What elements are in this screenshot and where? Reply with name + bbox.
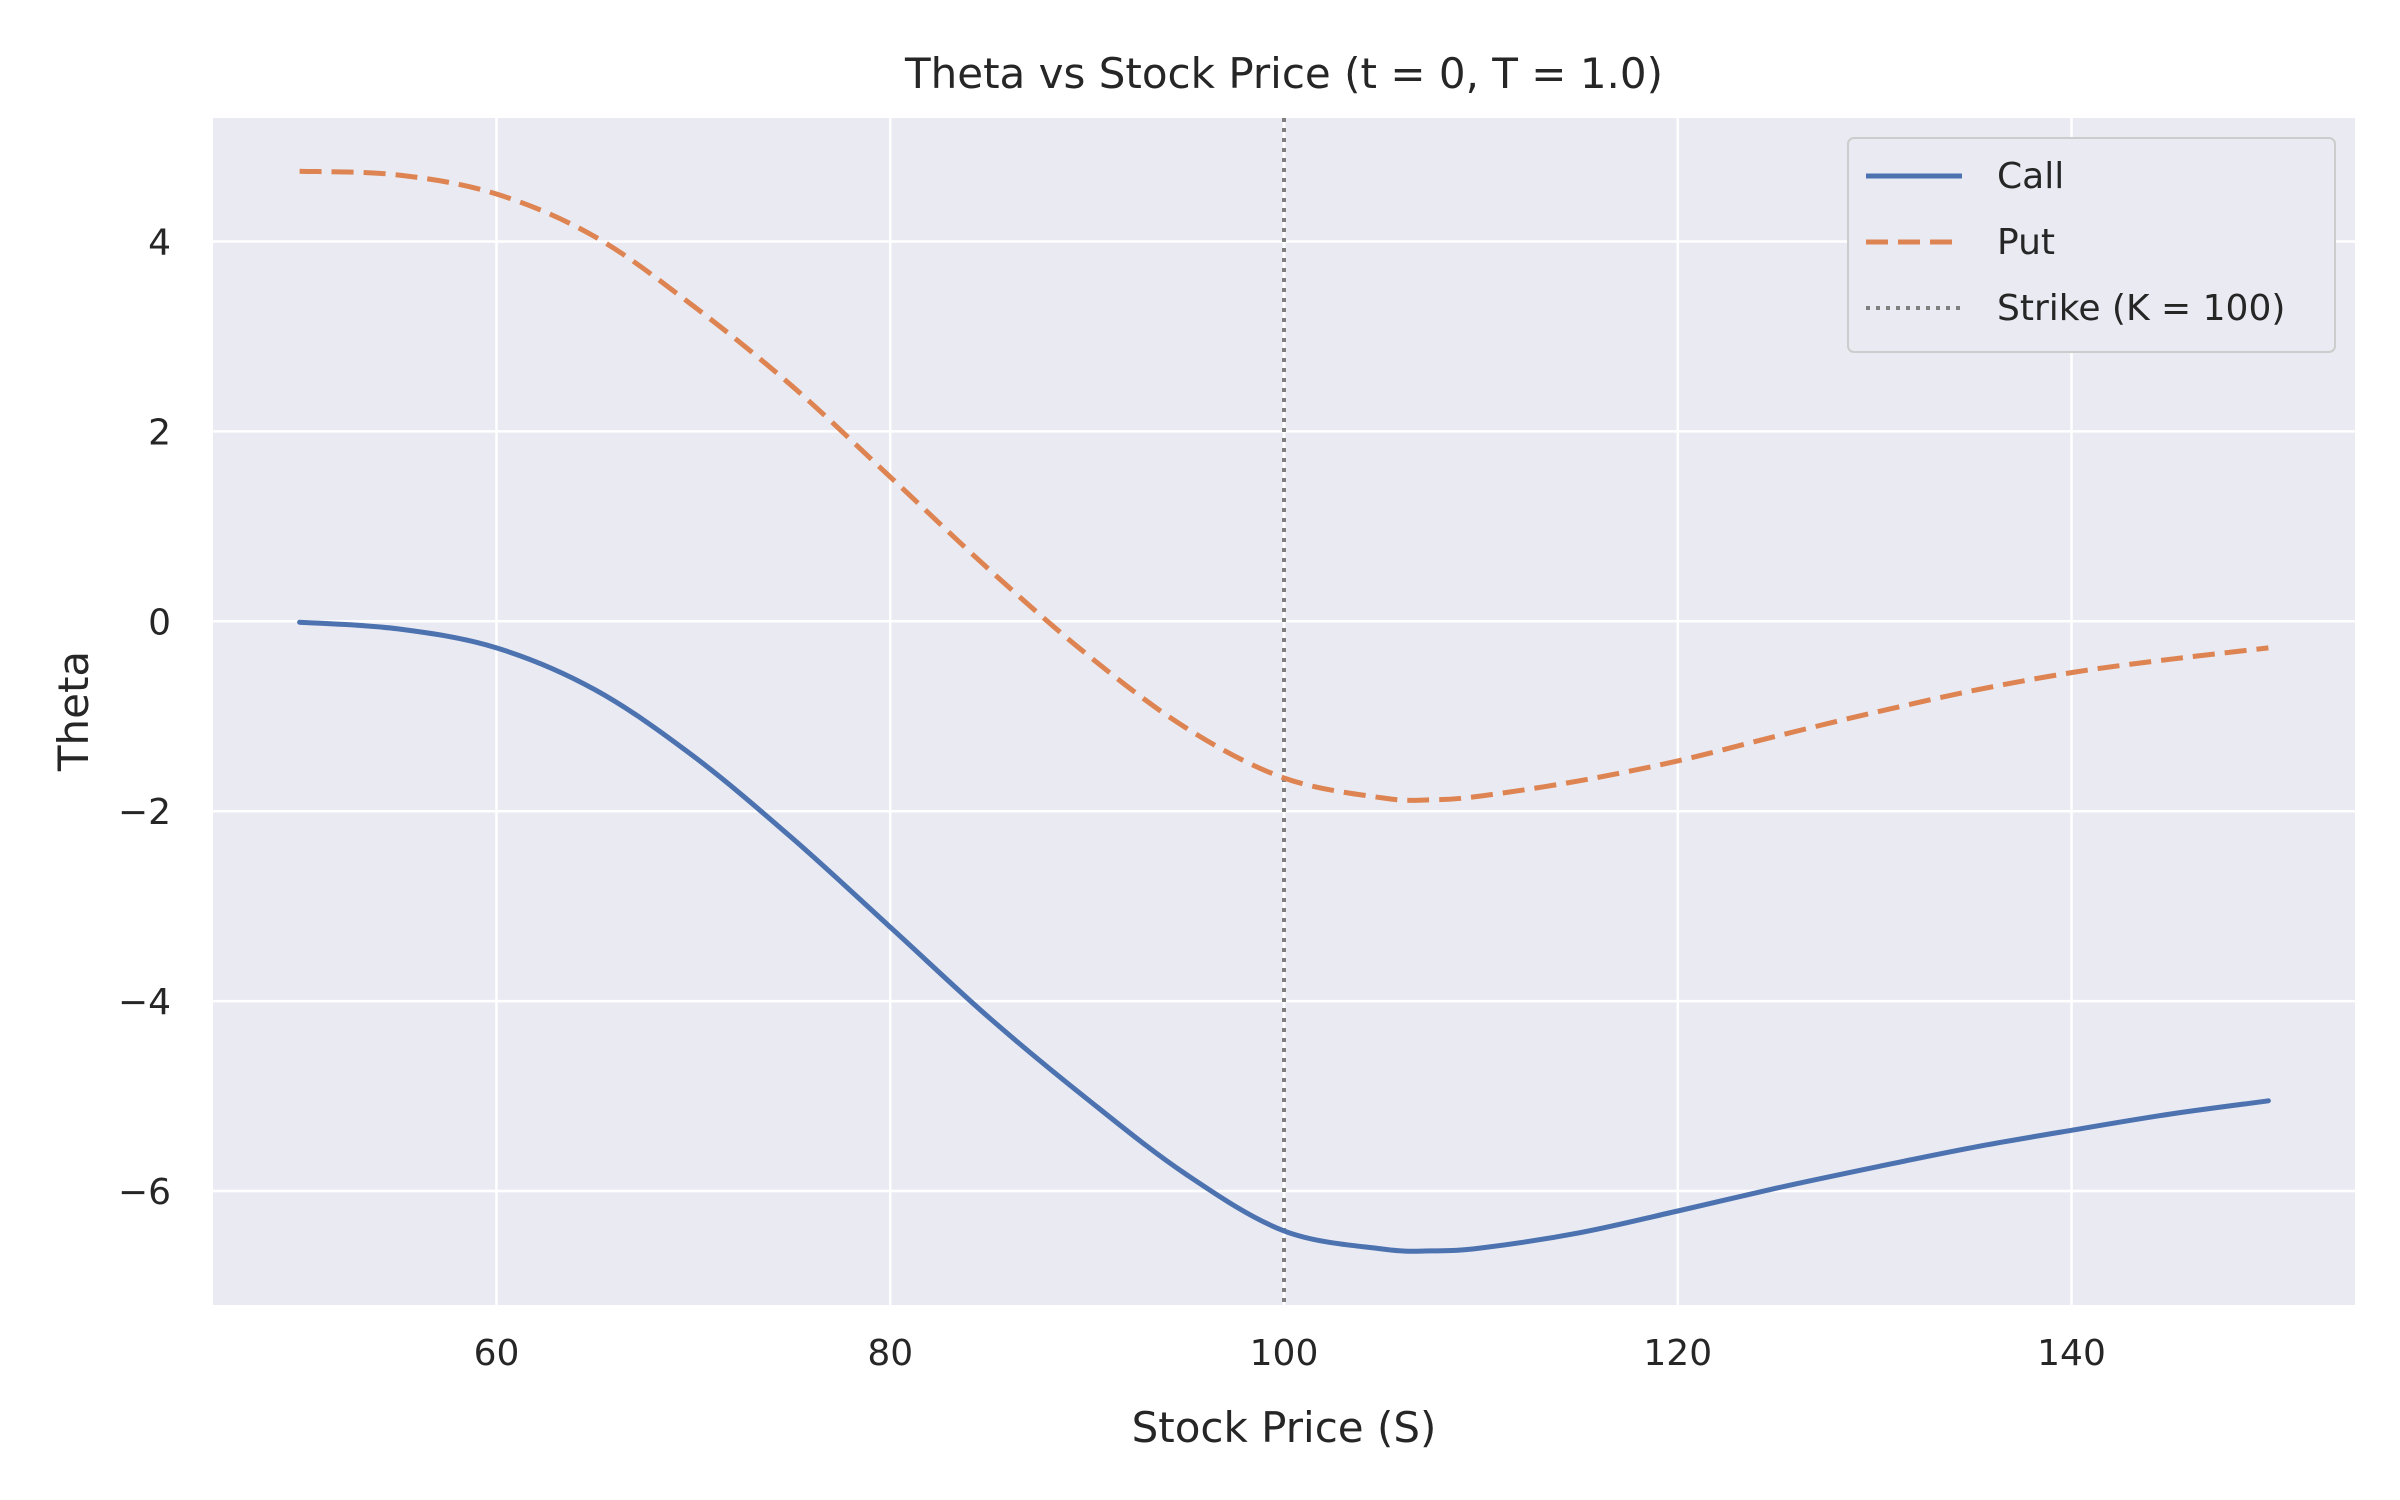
y-tick-label: −2: [118, 792, 171, 833]
y-tick-label: −4: [118, 982, 171, 1023]
chart-title: Theta vs Stock Price (t = 0, T = 1.0): [904, 49, 1663, 98]
y-tick-label: 4: [148, 222, 171, 263]
y-tick-label: −6: [118, 1172, 171, 1213]
legend: Call Put Strike (K = 100): [1847, 137, 2336, 353]
y-tick-labels: −6 −4 −2 0 2 4: [118, 222, 171, 1213]
y-axis-label: Theta: [49, 651, 98, 772]
series-lines: [297, 118, 2271, 1305]
x-tick-label: 100: [1250, 1333, 1319, 1374]
legend-put-label: Put: [1997, 222, 2055, 263]
y-tick-label: 0: [148, 602, 171, 643]
call-series-line: [297, 619, 2271, 1254]
legend-strike-label: Strike (K = 100): [1997, 288, 2285, 329]
x-axis-label: Stock Price (S): [1132, 1403, 1437, 1452]
legend-call-label: Call: [1997, 156, 2064, 197]
x-tick-label: 120: [1643, 1333, 1712, 1374]
x-tick-label: 60: [474, 1333, 520, 1374]
legend-box: [1847, 137, 2336, 353]
x-tick-label: 80: [867, 1333, 913, 1374]
x-tick-label: 140: [2037, 1333, 2106, 1374]
put-series-line: [299, 168, 2269, 803]
x-tick-labels: 60 80 100 120 140: [474, 1333, 2106, 1374]
y-tick-label: 2: [148, 412, 171, 453]
